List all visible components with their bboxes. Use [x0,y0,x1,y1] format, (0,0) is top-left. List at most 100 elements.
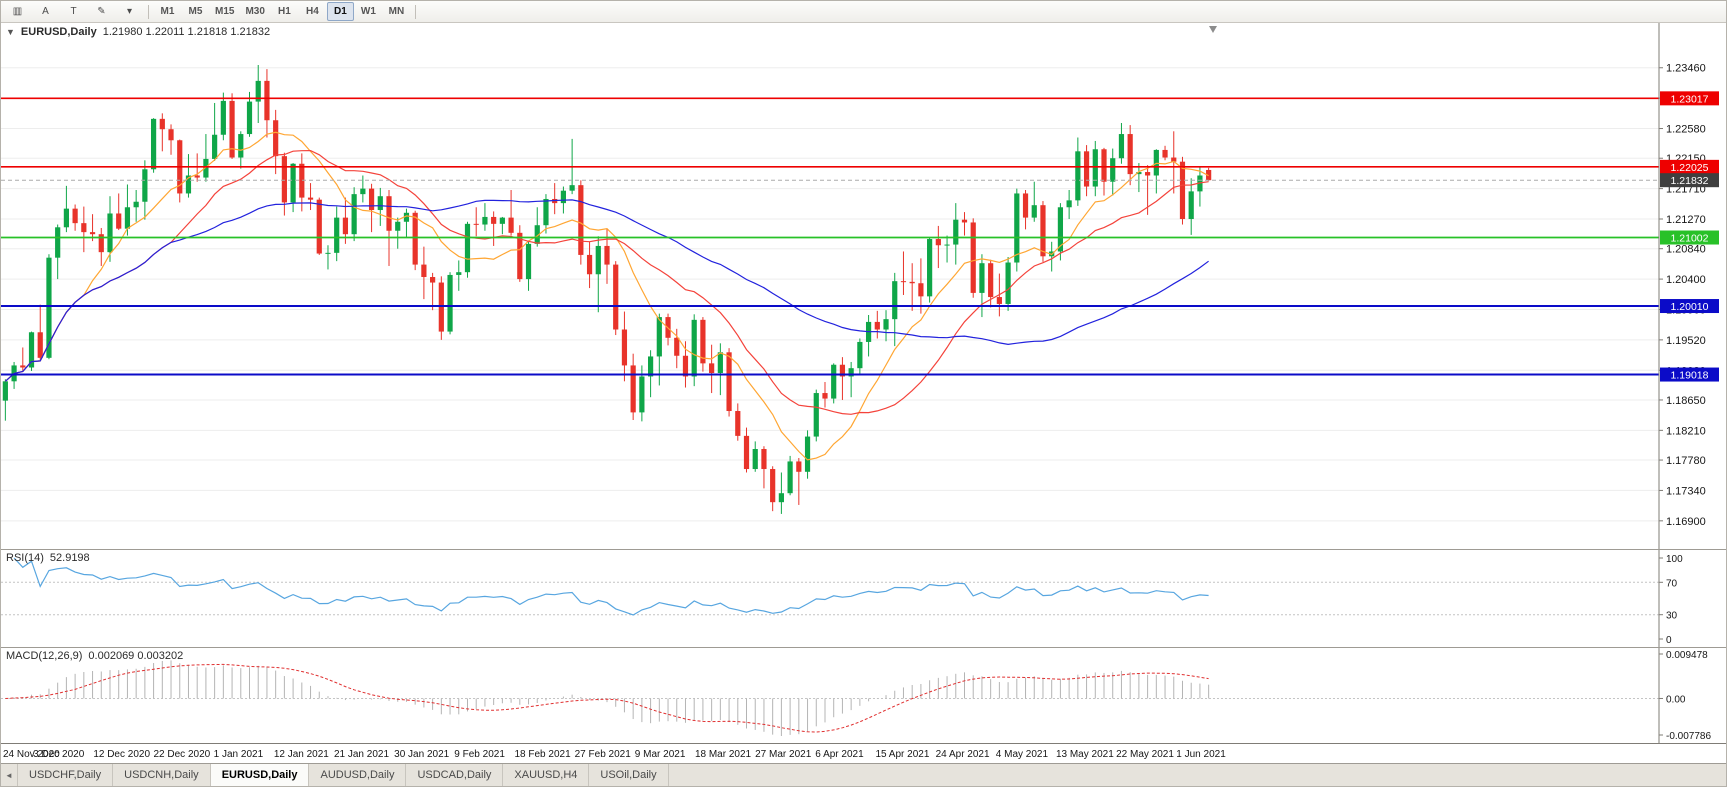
candle-body [395,221,401,231]
price-badge-label: 1.22025 [1671,162,1709,174]
chart-tab-usdcnh[interactable]: USDCNH,Daily [113,764,211,786]
timeframe-button-d1[interactable]: D1 [326,2,354,21]
candle-body [482,216,488,225]
candle-body [700,319,706,364]
candle-body [299,163,305,198]
candle-body [787,461,793,494]
timeframe-button-m1[interactable]: M1 [160,6,175,17]
toolbar: ▥ A T ✎ ▾ M1 M5 M15 M30 H1 H4 D1 W1 MN [1,1,1726,23]
candle-body [839,364,846,377]
macd-axis-label: 0.009478 [1666,650,1708,661]
candle-body [2,381,8,401]
candle-body [918,283,924,297]
candle-body [508,217,514,233]
date-axis-label: 30 Jan 2021 [394,749,449,760]
rsi-chart-host[interactable]: 100 70 30 0 [1,550,1726,647]
candle-body [290,163,296,203]
main-chart-host[interactable]: 1.234601.230201.225801.221501.217101.212… [1,23,1726,549]
chart-tab-eurusd[interactable]: EURUSD,Daily [210,764,310,786]
candle-body [1110,158,1116,182]
candle-body [386,196,392,231]
cursor-a-icon[interactable]: A [42,6,49,17]
date-axis-label: 4 May 2021 [996,749,1049,760]
macd-chart-host[interactable]: 0.009478 0.00 -0.007786 [1,648,1726,743]
rsi-canvas[interactable]: 100 70 30 0 [1,550,1726,647]
candle-body [1145,172,1151,176]
candle-body [778,493,784,503]
candle-body [1075,151,1081,201]
candle-body [342,217,349,235]
candle-body [185,175,192,194]
date-axis-label: 9 Mar 2021 [635,749,686,760]
macd-axis-label: -0.007786 [1666,731,1711,742]
price-axis-label: 1.17340 [1666,485,1706,497]
candle-body [133,201,139,208]
rsi-axis-label: 30 [1666,611,1678,622]
date-axis-host: 24 Nov 2020 3 Dec 2020 12 Dec 2020 22 Dec 2… [1,744,1726,763]
candlestick-series [2,64,1212,514]
candle-body [464,223,471,273]
date-axis-label: 21 Jan 2021 [334,749,389,760]
drawing-tools-dropdown-icon[interactable]: ▾ [126,6,133,17]
candle-body [168,129,174,141]
candle-body [116,213,122,229]
date-axis-label: 18 Mar 2021 [695,749,752,760]
timeframe-button-mn[interactable]: MN [388,6,405,17]
candle-body [752,448,758,470]
candle-body [1101,149,1107,182]
chart-tab-usdcad[interactable]: USDCAD,Daily [406,764,504,786]
one-click-trading-toggle[interactable]: ▼ [6,27,15,37]
candle-body [403,212,410,222]
chart-tab-usdchf[interactable]: USDCHF,Daily [18,764,114,786]
chart-shift-marker[interactable] [1209,26,1217,33]
chart-tab-xauusd[interactable]: XAUUSD,H4 [503,764,590,786]
price-axis-label: 1.17780 [1666,455,1706,467]
candle-body [430,277,436,283]
candle-body [804,436,811,472]
price-axis-label: 1.20400 [1666,274,1706,286]
rsi-axis-label: 0 [1666,635,1672,646]
candle-body [996,297,1002,304]
rsi-line [13,557,1209,616]
chart-tab-bar: ◄ USDCHF,Daily USDCNH,Daily EURUSD,Daily AU… [1,763,1726,786]
rsi-panel[interactable]: RSI(14) 52.9198 100 70 30 0 [1,549,1726,647]
macd-axis-label: 0.00 [1666,694,1686,705]
toolbar-separator [148,4,149,19]
macd-signal-line [5,663,1209,733]
timeframe-button-h1[interactable]: H1 [278,6,291,17]
price-axis-label: 1.22580 [1666,124,1706,136]
candle-body [1005,262,1011,304]
timeframe-button-m30[interactable]: M30 [245,6,265,17]
candle-body [142,169,148,202]
chart-type-icon[interactable]: ▥ [12,6,23,17]
timeframe-button-w1[interactable]: W1 [360,6,376,17]
timeframe-button-m5[interactable]: M5 [188,6,203,17]
candle-body [98,234,104,253]
chart-tab-usoil[interactable]: USOil,Daily [589,764,669,786]
main-chart-panel[interactable]: ▼ EURUSD,Daily 1.21980 1.22011 1.21818 1… [1,23,1726,549]
timeframe-button-m15[interactable]: M15 [215,6,235,17]
price-badge-label: 1.23017 [1671,93,1709,105]
date-axis-label: 1 Jan 2021 [214,749,264,760]
tab-scroll-left-icon[interactable]: ◄ [1,764,18,786]
drawing-tools-icon[interactable]: ✎ [97,6,106,17]
chart-tab-audusd[interactable]: AUDUSD,Daily [309,764,407,786]
main-chart-canvas[interactable]: 1.234601.230201.225801.221501.217101.212… [1,23,1726,549]
candle-body [979,263,985,293]
candle-body [586,254,593,275]
timeframe-button-h4[interactable]: H4 [306,6,319,17]
price-badge [1660,91,1719,106]
candle-body [1083,151,1090,187]
macd-canvas[interactable]: 0.009478 0.00 -0.007786 [1,648,1726,743]
candle-body [796,461,802,472]
date-axis[interactable]: 24 Nov 2020 3 Dec 2020 12 Dec 2020 22 Dec 2… [1,743,1726,763]
candle-body [150,118,157,170]
candle-body [255,80,261,102]
macd-panel[interactable]: MACD(12,26,9) 0.002069 0.003202 0.009478… [1,647,1726,743]
timeframe-buttons: M1 M5 M15 M30 H1 H4 D1 W1 MN [154,2,410,21]
price-axis-label: 1.16900 [1666,516,1706,528]
crosshair-t-icon[interactable]: T [70,6,77,17]
date-axis-label: 22 May 2021 [1116,749,1174,760]
